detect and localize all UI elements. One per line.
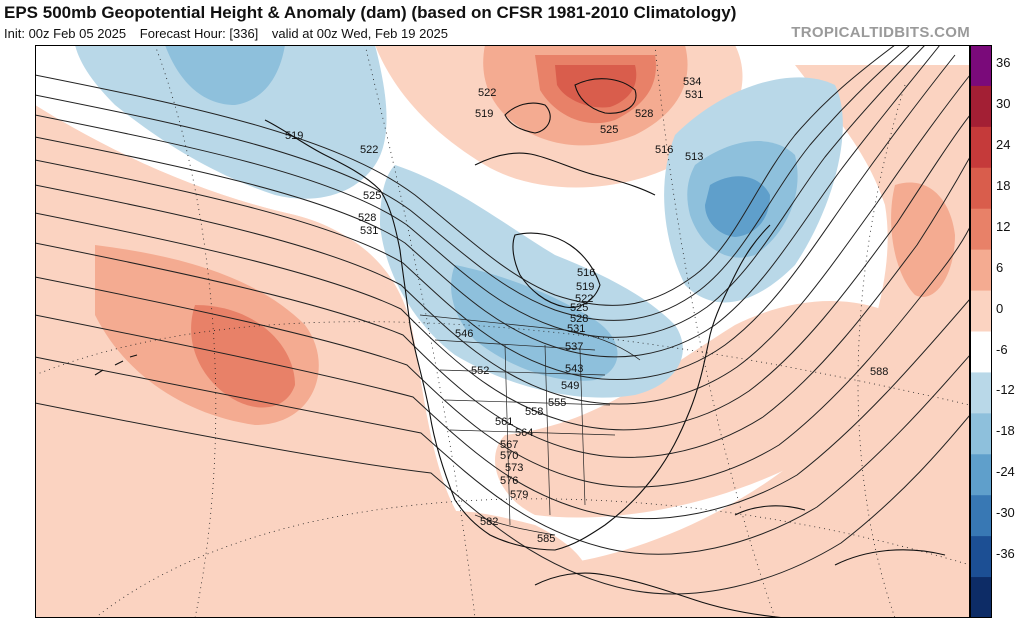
- valid-time: valid at 00z Wed, Feb 19 2025: [271, 26, 449, 41]
- contour-label: 525: [363, 190, 381, 202]
- anomaly-map: 534 531 528 525 522 519 516 513 519 522 …: [35, 45, 970, 618]
- contour-label: 588: [870, 366, 888, 378]
- contour-label: 579: [510, 489, 528, 501]
- colorbar-tick-label: 36: [996, 55, 1011, 70]
- contour-label: 519: [475, 108, 493, 120]
- contour-label: 528: [635, 108, 653, 120]
- contour-label: 570: [500, 450, 518, 462]
- contour-label: 522: [478, 87, 496, 99]
- colorbar-swatch: [970, 413, 992, 455]
- colorbar-swatch: [970, 454, 992, 496]
- contour-label: 516: [655, 144, 673, 156]
- colorbar-swatch: [970, 372, 992, 414]
- colorbar-swatch: [970, 208, 992, 251]
- contour-label: 513: [685, 151, 703, 163]
- contour-label: 558: [525, 406, 543, 418]
- colorbar-swatch: [970, 290, 992, 332]
- contour-label: 516: [577, 267, 595, 279]
- colorbar-swatch: [970, 577, 992, 618]
- contour-label: 531: [360, 225, 378, 237]
- colorbar-swatch: [970, 495, 992, 537]
- colorbar-tick-label: -18: [996, 423, 1015, 439]
- contour-label: 585: [537, 533, 555, 545]
- colorbar-swatch: [970, 331, 992, 373]
- height-contours: [35, 45, 970, 595]
- contour-label: 531: [685, 89, 703, 101]
- colorbar-tick-label: 30: [996, 95, 1011, 111]
- contour-label: 552: [471, 365, 489, 377]
- colorbar-tick-label: -36: [996, 546, 1015, 562]
- colorbar-swatch: [970, 249, 992, 292]
- contour-label: 573: [505, 462, 523, 474]
- contour-label: 531: [567, 323, 585, 335]
- anomaly-colorbar: [970, 45, 992, 618]
- contour-label: 519: [576, 281, 594, 293]
- contour-label: 576: [500, 475, 518, 487]
- contour-label: 525: [600, 124, 618, 136]
- colorbar-tick-label: -12: [996, 382, 1015, 398]
- forecast-hour: Forecast Hour: [336]: [139, 26, 259, 41]
- contour-label: 537: [565, 341, 583, 353]
- colorbar-swatch: [970, 536, 992, 578]
- coastlines: [94, 78, 946, 618]
- colorbar-tick-label: 12: [996, 218, 1011, 234]
- colorbar-swatch: [970, 126, 992, 169]
- colorbar-tick-label: 24: [996, 136, 1011, 152]
- contour-label: 519: [285, 130, 303, 142]
- colorbar-swatch: [970, 45, 992, 87]
- contour-label: 555: [548, 397, 566, 409]
- contour-label: 528: [358, 212, 376, 224]
- contour-label: 549: [561, 380, 579, 392]
- contour-label: 567: [500, 439, 518, 451]
- contour-label: 582: [480, 516, 498, 528]
- colorbar-swatch: [970, 85, 992, 128]
- contour-label: 561: [495, 416, 513, 428]
- map-subtitle: Init: 00z Feb 05 2025 Forecast Hour: [33…: [4, 26, 458, 41]
- colorbar-swatch: [970, 167, 992, 210]
- positive-anomaly-areas: [35, 45, 970, 618]
- contour-label: 528: [570, 313, 588, 325]
- contour-label: 546: [455, 328, 473, 340]
- contour-labels: 534 531 528 525 522 519 516 513 519 522 …: [285, 76, 888, 545]
- contour-label: 534: [683, 76, 701, 88]
- colorbar-tick-label: -24: [996, 464, 1015, 480]
- contour-label: 522: [575, 293, 593, 305]
- colorbar-tick-label: 6: [996, 259, 1004, 275]
- init-time: Init: 00z Feb 05 2025: [4, 26, 127, 41]
- colorbar-tick-label: 0: [996, 300, 1004, 316]
- colorbar-tick-label: 18: [996, 177, 1011, 193]
- map-grid: [35, 45, 970, 618]
- colorbar-tick-label: -30: [996, 505, 1015, 521]
- country-borders: [419, 314, 641, 536]
- contour-label: 543: [565, 363, 583, 375]
- negative-anomaly-areas: [75, 45, 843, 398]
- contour-label: 564: [515, 427, 533, 439]
- brand-watermark: TROPICALTIDBITS.COM: [791, 24, 970, 41]
- contour-label: 522: [360, 144, 378, 156]
- colorbar-tick-label: -6: [996, 341, 1008, 357]
- contour-label: 525: [570, 302, 588, 314]
- map-title: EPS 500mb Geopotential Height & Anomaly …: [4, 3, 737, 22]
